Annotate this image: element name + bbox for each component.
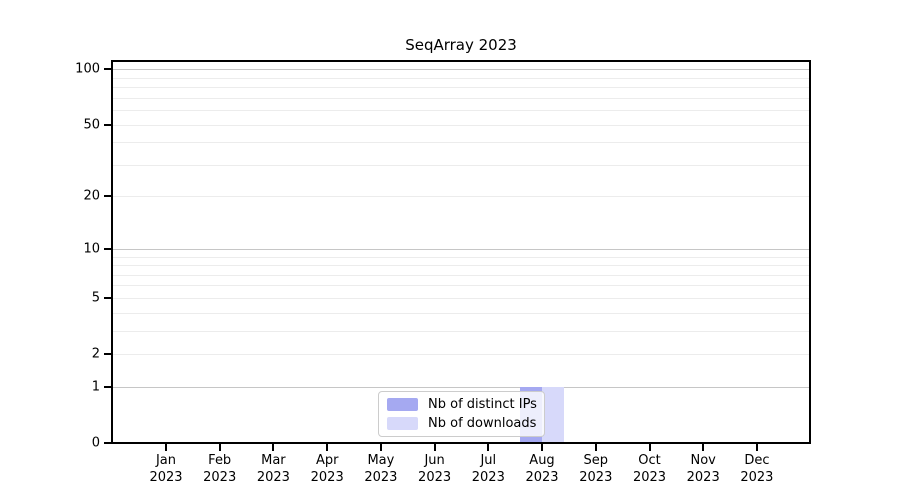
y-tick bbox=[104, 296, 111, 299]
y-tick bbox=[104, 247, 111, 250]
y-tick-label: 50 bbox=[83, 117, 100, 132]
x-tick-label: Oct 2023 bbox=[632, 453, 667, 485]
legend-swatch-distinct-ips bbox=[387, 398, 418, 412]
x-tick bbox=[541, 444, 543, 451]
x-tick bbox=[272, 444, 275, 451]
legend-entry-distinct-ips: Nb of distinct IPs bbox=[387, 396, 537, 414]
y-tick-label: 20 bbox=[83, 188, 100, 204]
y-tick-label: 100 bbox=[75, 61, 100, 77]
x-tick bbox=[702, 444, 705, 451]
legend-entry-downloads: Nb of downloads bbox=[387, 414, 536, 432]
x-tick-label: Aug 2023 bbox=[525, 453, 559, 485]
x-tick bbox=[218, 444, 221, 451]
x-tick-label: Jan 2023 bbox=[149, 453, 183, 485]
x-tick bbox=[433, 444, 436, 451]
y-tick bbox=[104, 385, 111, 388]
x-tick bbox=[648, 444, 651, 451]
x-tick-label: May 2023 bbox=[364, 453, 398, 485]
legend-label-distinct-ips: Nb of distinct IPs bbox=[428, 397, 537, 413]
x-tick-label: Nov 2023 bbox=[686, 453, 720, 485]
y-tick-label: 2 bbox=[91, 346, 100, 362]
x-tick-label: Apr 2023 bbox=[310, 453, 344, 485]
x-tick bbox=[165, 444, 167, 451]
y-tick-label: 5 bbox=[91, 290, 100, 306]
plot-area-border bbox=[111, 60, 811, 444]
y-tick bbox=[104, 442, 111, 444]
x-tick-label: Mar 2023 bbox=[256, 453, 290, 485]
y-tick bbox=[104, 68, 111, 71]
x-tick-label: Feb 2023 bbox=[203, 453, 237, 485]
x-tick-label: Sep 2023 bbox=[579, 453, 613, 485]
x-tick bbox=[755, 444, 758, 451]
x-tick bbox=[379, 444, 382, 451]
y-tick-label: 0 bbox=[91, 435, 100, 451]
y-tick-label: 10 bbox=[83, 241, 100, 257]
y-tick bbox=[104, 123, 111, 126]
y-tick bbox=[104, 195, 111, 198]
x-tick-label: Dec 2023 bbox=[740, 453, 774, 485]
legend: Nb of distinct IPs Nb of downloads bbox=[378, 391, 545, 437]
y-tick-label: 1 bbox=[91, 379, 100, 395]
chart-title: SeqArray 2023 bbox=[405, 36, 517, 54]
x-tick bbox=[594, 444, 597, 451]
y-tick bbox=[104, 353, 111, 355]
x-tick bbox=[487, 444, 490, 451]
x-tick bbox=[326, 444, 329, 451]
x-tick-label: Jun 2023 bbox=[418, 453, 452, 485]
legend-swatch-downloads bbox=[387, 416, 418, 430]
x-tick-label: Jul 2023 bbox=[471, 453, 505, 485]
legend-label-downloads: Nb of downloads bbox=[428, 415, 537, 431]
